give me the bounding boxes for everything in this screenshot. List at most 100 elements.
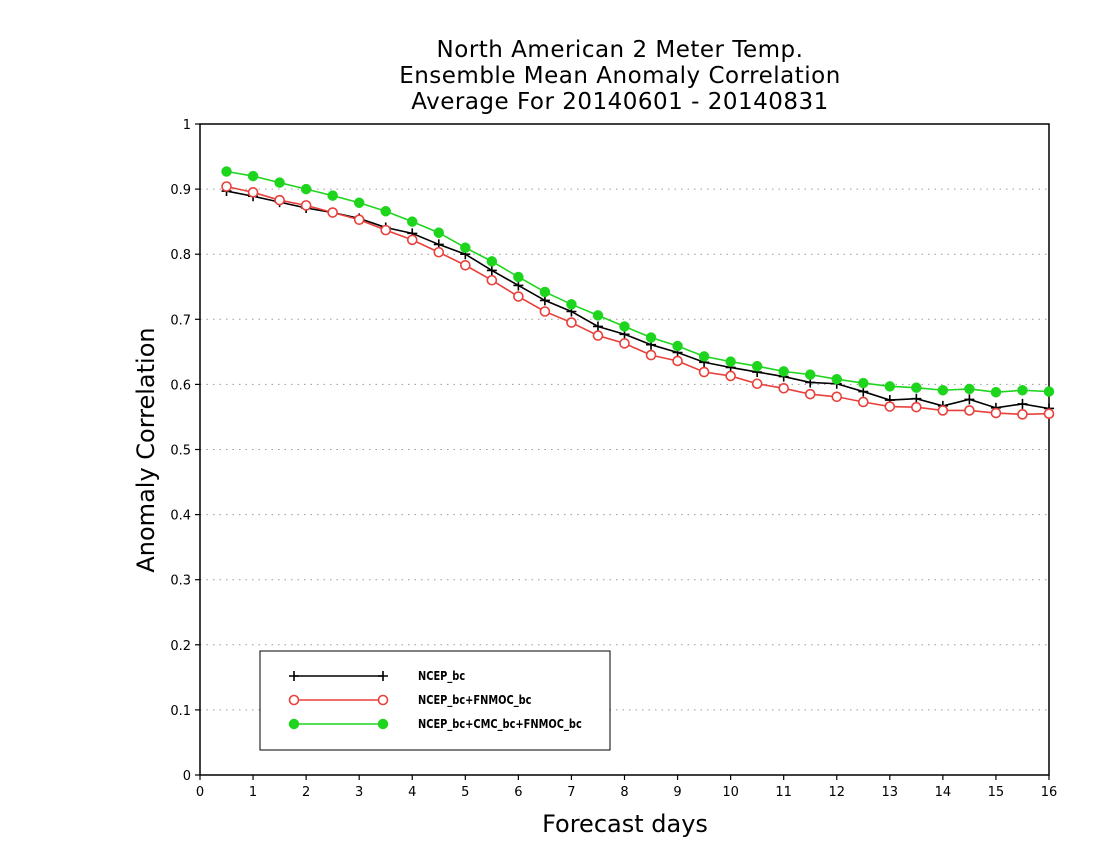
data-point bbox=[327, 207, 338, 218]
data-point bbox=[831, 373, 842, 385]
x-tick-label: 2 bbox=[302, 785, 310, 800]
data-point bbox=[566, 317, 577, 328]
data-point bbox=[990, 407, 1002, 419]
x-tick-label: 14 bbox=[935, 785, 952, 800]
data-point bbox=[288, 694, 300, 706]
y-tick-label: 0.6 bbox=[170, 378, 191, 393]
x-tick-label: 15 bbox=[988, 785, 1005, 800]
legend-label: NCEP_bc bbox=[418, 669, 465, 683]
data-point bbox=[300, 200, 312, 211]
data-point bbox=[858, 377, 869, 389]
y-tick-label: 0.5 bbox=[170, 444, 191, 459]
data-point bbox=[619, 321, 630, 332]
data-point bbox=[964, 394, 975, 405]
legend-label: NCEP_bc+CMC_bc+FNMOC_bc bbox=[418, 717, 582, 731]
series-line bbox=[226, 185, 1050, 416]
data-point bbox=[539, 286, 551, 298]
data-point bbox=[433, 227, 445, 238]
data-point bbox=[725, 356, 736, 367]
y-tick-label: 0.7 bbox=[170, 313, 191, 328]
data-point bbox=[513, 271, 524, 283]
data-point bbox=[778, 383, 789, 394]
data-point bbox=[592, 321, 603, 332]
data-point bbox=[857, 396, 869, 408]
x-axis-label: Forecast days bbox=[542, 810, 708, 838]
data-point bbox=[698, 351, 710, 362]
chart-title-line-1: North American 2 Meter Temp. bbox=[436, 37, 804, 63]
series-line bbox=[226, 190, 1050, 410]
data-point bbox=[377, 718, 389, 730]
data-point bbox=[672, 355, 683, 367]
y-tick-label: 0.2 bbox=[170, 639, 191, 654]
axis-ticks: 00.10.20.30.40.50.60.70.80.910 1 2 3 4 5 6 7 8 9 1… bbox=[170, 118, 1057, 800]
x-tick-label: 3 bbox=[355, 785, 363, 800]
y-tick-label: 0.9 bbox=[170, 183, 191, 198]
data-point bbox=[937, 385, 949, 396]
series-ncep-bc-fnmoc-bc bbox=[221, 181, 1055, 420]
y-tick-label: 0.8 bbox=[170, 248, 191, 263]
legend-label: NCEP_bc+FNMOC_bc bbox=[418, 693, 532, 707]
y-tick-label: 0 bbox=[183, 769, 191, 784]
legend-entry: NCEP_bc+CMC_bc+FNMOC_bc bbox=[288, 717, 582, 731]
data-point bbox=[513, 291, 524, 302]
data-point bbox=[1043, 386, 1055, 397]
x-tick-label: 7 bbox=[567, 785, 575, 800]
data-point bbox=[884, 381, 896, 392]
data-point bbox=[672, 340, 683, 352]
data-point bbox=[804, 388, 816, 400]
x-tick-label: 6 bbox=[514, 785, 522, 800]
data-point bbox=[460, 242, 471, 253]
legend: NCEP_bc NCEP_bc+FNMOC_bc NCEP_bc+CMC_bc+FN… bbox=[259, 650, 611, 751]
x-tick-label: 9 bbox=[673, 785, 681, 800]
grid-lines bbox=[200, 188, 1049, 711]
data-point bbox=[327, 190, 338, 201]
series-ncep-bc-cmc-bc-fnmoc-bc bbox=[221, 166, 1055, 398]
data-point bbox=[460, 259, 471, 271]
x-tick-label: 16 bbox=[1041, 785, 1058, 800]
data-point bbox=[300, 183, 312, 195]
series-ncep-bc bbox=[221, 186, 1054, 414]
y-tick-label: 1 bbox=[183, 118, 191, 133]
data-point bbox=[937, 405, 949, 416]
x-tick-label: 11 bbox=[775, 785, 792, 800]
data-point bbox=[698, 366, 710, 378]
data-point bbox=[751, 360, 763, 372]
data-point bbox=[725, 370, 736, 382]
data-point bbox=[539, 306, 551, 317]
data-point bbox=[1043, 408, 1055, 419]
data-point bbox=[645, 349, 657, 361]
x-tick-label: 0 bbox=[196, 785, 204, 800]
data-point bbox=[380, 205, 391, 217]
data-point bbox=[911, 401, 922, 413]
x-tick-label: 1 bbox=[249, 785, 257, 800]
data-point bbox=[433, 246, 445, 258]
x-tick-label: 5 bbox=[461, 785, 469, 800]
data-point bbox=[407, 216, 418, 227]
series-group bbox=[221, 166, 1055, 420]
data-point bbox=[990, 386, 1002, 398]
data-point bbox=[964, 383, 975, 395]
data-point bbox=[884, 401, 896, 412]
data-point bbox=[592, 330, 604, 341]
data-point bbox=[486, 265, 497, 276]
data-point bbox=[1017, 398, 1028, 409]
x-tick-label: 4 bbox=[408, 785, 416, 800]
x-tick-label: 13 bbox=[882, 785, 899, 800]
data-point bbox=[751, 378, 763, 390]
data-point bbox=[247, 170, 259, 182]
data-point bbox=[619, 338, 630, 349]
data-point bbox=[831, 391, 843, 403]
data-point bbox=[289, 671, 299, 681]
legend-entry: NCEP_bc+FNMOC_bc bbox=[288, 693, 532, 707]
data-point bbox=[221, 166, 232, 177]
data-point bbox=[486, 274, 498, 286]
data-point bbox=[247, 187, 259, 198]
data-point bbox=[377, 694, 389, 706]
data-point bbox=[778, 366, 789, 377]
y-tick-label: 0.3 bbox=[170, 574, 191, 589]
data-point bbox=[378, 671, 388, 681]
data-point bbox=[274, 177, 285, 188]
chart-title-line-2: Ensemble Mean Anomaly Correlation bbox=[399, 63, 841, 89]
x-tick-label: 12 bbox=[828, 785, 845, 800]
